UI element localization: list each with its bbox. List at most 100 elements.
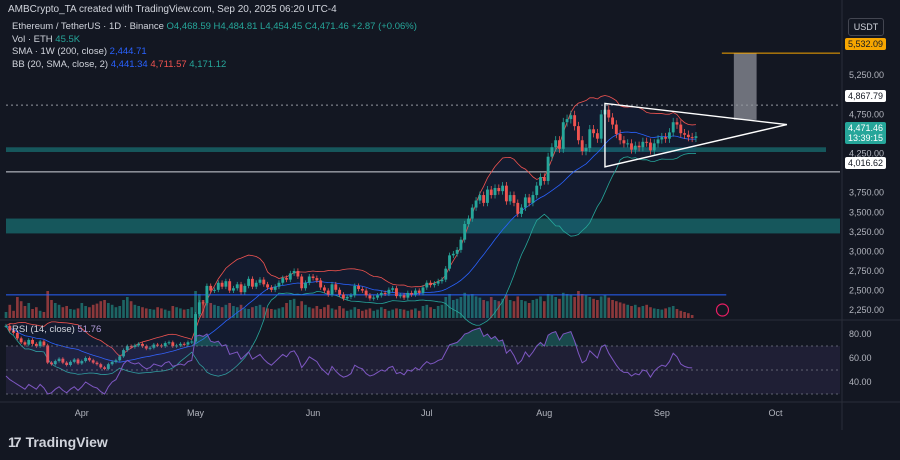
volume-bar [524,301,527,318]
volume-bar [277,308,281,318]
candle-body [357,285,360,290]
candle-body [675,122,679,125]
candle-body [451,253,455,256]
candle-body [368,295,372,299]
candle-body [379,292,383,296]
volume-bar [201,300,205,318]
volume-bar [38,310,42,318]
volume-bar [637,307,641,318]
volume-bar [603,295,607,318]
candle-body [42,341,46,346]
volume-bar [122,300,125,318]
volume-bar [304,304,307,318]
candle-body [152,344,156,348]
volume-bar [42,312,46,318]
currency-selector[interactable]: USDT [848,18,884,36]
price-tick-label: 3,000.00 [849,246,884,256]
candle-body [99,364,103,368]
candle-body [87,357,91,361]
volume-bar [262,307,266,318]
volume-bar [486,301,489,318]
candle-body [611,117,614,125]
candle-body [455,249,459,254]
volume-bar [175,307,178,318]
candle-body [550,147,554,157]
volume-bar [129,301,133,318]
volume-bar [668,307,671,318]
volume-bar [690,315,694,318]
volume-bar [19,301,23,318]
alert-icon[interactable] [715,303,730,317]
volume-bar [664,308,667,318]
volume-bar [307,307,311,318]
candle-body [459,239,463,250]
candle-body [338,289,342,295]
projection-box [733,53,757,120]
candle-body [372,297,376,299]
candle-body [213,289,216,291]
rsi-tick-label: 80.00 [849,329,872,339]
volume-legend-row: Vol · ETH 45.5K [12,34,417,47]
volume-bar [436,306,440,318]
candle-body [467,218,470,225]
candle-body [34,343,38,347]
price-tick-label: 4,250.00 [849,149,884,159]
candle-body [376,295,379,298]
volume-bar [482,300,485,318]
candle-body [46,345,50,363]
volume-bar [125,297,129,318]
volume-bar [531,300,535,318]
volume-bar [216,306,220,318]
candle-body [679,124,683,134]
volume-bar [110,304,114,318]
volume-bar [141,307,144,318]
volume-bar [167,310,171,318]
volume-bar [652,308,656,318]
candle-body [326,290,330,295]
candle-body [122,350,125,357]
candle-body [31,339,34,344]
candle-body [72,359,76,362]
volume-bar [156,307,159,318]
candle-body [80,361,84,364]
candle-body [497,188,501,192]
volume-bar [171,306,175,318]
volume-bar [554,297,558,318]
symmetrical-triangle [604,102,788,168]
candle-body [61,358,65,363]
candle-body [27,339,31,345]
creator-line: AMBCrypto_TA created with TradingView.co… [8,4,337,15]
volume-bar [31,309,34,318]
candle-body [273,286,277,290]
volume-bar [561,292,565,318]
volume-bar [323,307,326,318]
volume-bar [474,296,478,318]
candle-body [281,278,285,283]
candle-body [395,288,398,297]
volume-bar [357,309,360,318]
price-tick-label: 5,250.00 [849,70,884,80]
volume-bar [319,309,322,318]
volume-bar [345,310,349,318]
volume-bar [626,304,630,318]
volume-bar [569,295,573,318]
candle-body [322,287,326,291]
demand-zone [6,218,840,234]
candle-body [539,177,542,186]
candle-body [535,185,539,196]
volume-bar [660,309,664,318]
volume-bar [444,297,448,318]
time-tick-label: Oct [769,408,784,418]
candle-body [95,362,99,365]
candle-body [148,347,152,349]
volume-bar [512,301,516,318]
volume-bar [580,294,584,318]
volume-bar [330,308,334,318]
candle-body [12,330,16,333]
candle-body [137,343,141,346]
candle-body [660,137,664,140]
candle-body [311,276,315,279]
candle-body [686,134,690,138]
volume-bar [133,304,137,318]
